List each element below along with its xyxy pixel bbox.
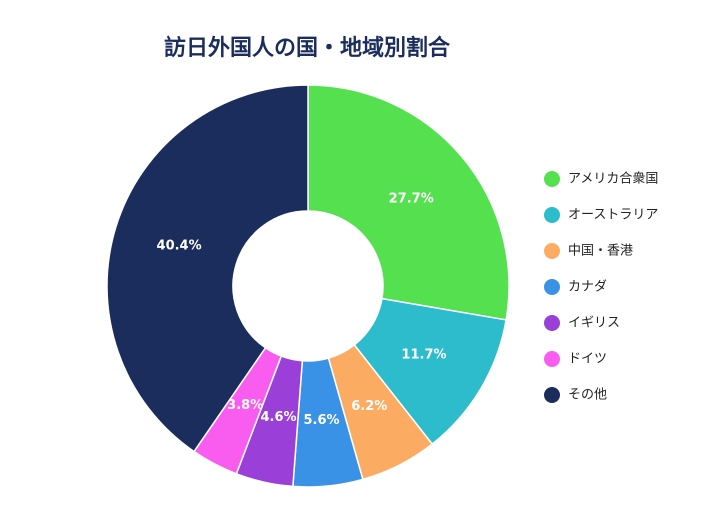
legend-label: カナダ [568,280,607,295]
donut-slice [106,84,309,453]
data-label: 3.8% [227,398,263,413]
legend-label: イギリス [568,316,620,331]
data-label: 4.6% [261,410,297,425]
legend-marker [544,279,560,295]
legend-marker [544,315,560,331]
data-label: 27.7% [389,191,434,206]
legend-marker [544,171,560,187]
data-label: 5.6% [304,413,340,428]
legend-label: ドイツ [568,352,607,367]
legend-label: 中国・香港 [568,244,633,259]
legend-marker [544,207,560,223]
legend-label: その他 [568,388,607,403]
donut-slice [307,84,510,321]
chart-title: 訪日外国人の国・地域別割合 [164,35,451,61]
legend-marker [544,351,560,367]
legend-marker [544,387,560,403]
data-label: 11.7% [401,348,446,363]
data-label: 40.4% [157,238,202,253]
legend-label: アメリカ合衆国 [568,171,658,187]
legend-label: オーストラリア [568,208,658,223]
legend-marker [544,243,560,259]
data-label: 6.2% [351,399,387,414]
donut-slice [353,297,507,446]
